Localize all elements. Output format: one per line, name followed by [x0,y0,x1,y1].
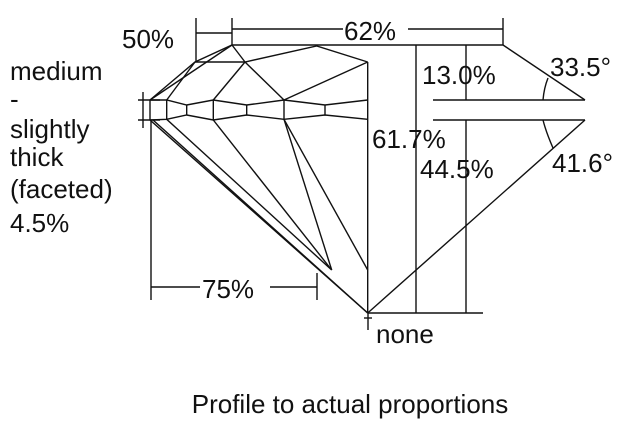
girdle-label: medium - slightly thick (faceted) 4.5% [10,56,113,238]
table-label: 62% [344,16,396,46]
crown-angle-label: 33.5° [550,52,611,82]
crown-height-label: 13.0% [422,60,496,90]
culet-label: none [376,319,434,349]
lower-half-label: 75% [202,274,254,304]
total-depth-label: 61.7% [372,124,446,154]
svg-text:slightly: slightly [10,114,89,144]
diamond-outline [149,44,586,314]
pavilion-angle-label: 41.6° [552,148,613,178]
dimension-lines [138,18,585,330]
caption: Profile to actual proportions [192,389,509,419]
pavilion-depth-label: 44.5% [420,154,494,184]
svg-text:4.5%: 4.5% [10,208,69,238]
svg-text:-: - [10,84,19,114]
svg-text:(faceted): (faceted) [10,174,113,204]
star-length-label: 50% [122,24,174,54]
svg-text:medium: medium [10,56,102,86]
svg-text:thick: thick [10,142,64,172]
